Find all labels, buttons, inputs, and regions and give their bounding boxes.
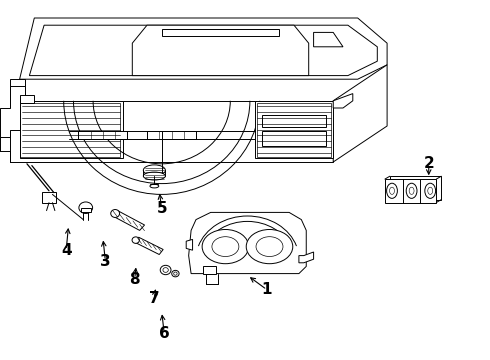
- Polygon shape: [385, 179, 436, 202]
- Text: 7: 7: [149, 291, 160, 306]
- Polygon shape: [299, 252, 314, 263]
- Ellipse shape: [111, 210, 120, 217]
- Polygon shape: [81, 208, 91, 212]
- Polygon shape: [390, 176, 441, 199]
- Text: 4: 4: [61, 243, 72, 258]
- Ellipse shape: [202, 230, 249, 264]
- Text: 2: 2: [423, 156, 434, 171]
- Polygon shape: [162, 29, 279, 36]
- Ellipse shape: [160, 265, 171, 275]
- Polygon shape: [135, 237, 163, 255]
- Polygon shape: [189, 212, 306, 274]
- Polygon shape: [333, 65, 387, 162]
- Polygon shape: [0, 86, 24, 137]
- Polygon shape: [20, 18, 387, 79]
- Polygon shape: [42, 192, 56, 203]
- Polygon shape: [255, 101, 333, 158]
- Ellipse shape: [172, 270, 179, 277]
- Ellipse shape: [425, 183, 436, 198]
- Polygon shape: [314, 32, 343, 47]
- Ellipse shape: [132, 237, 139, 243]
- Text: 1: 1: [262, 282, 272, 297]
- Polygon shape: [113, 211, 145, 230]
- Polygon shape: [20, 95, 34, 103]
- Polygon shape: [20, 101, 122, 158]
- Ellipse shape: [406, 183, 417, 198]
- Polygon shape: [10, 79, 333, 162]
- Polygon shape: [203, 266, 216, 274]
- Polygon shape: [262, 131, 326, 146]
- Ellipse shape: [143, 172, 166, 180]
- Text: 8: 8: [129, 271, 140, 287]
- Polygon shape: [132, 25, 309, 76]
- Text: 6: 6: [159, 325, 170, 341]
- Text: 3: 3: [100, 253, 111, 269]
- Polygon shape: [147, 131, 196, 139]
- Ellipse shape: [387, 183, 397, 198]
- Polygon shape: [333, 94, 353, 108]
- Ellipse shape: [79, 202, 93, 213]
- Ellipse shape: [143, 165, 166, 176]
- Text: 5: 5: [156, 201, 167, 216]
- Ellipse shape: [246, 230, 293, 264]
- Ellipse shape: [150, 184, 159, 188]
- Polygon shape: [78, 131, 127, 139]
- Polygon shape: [186, 239, 193, 250]
- Polygon shape: [262, 115, 326, 127]
